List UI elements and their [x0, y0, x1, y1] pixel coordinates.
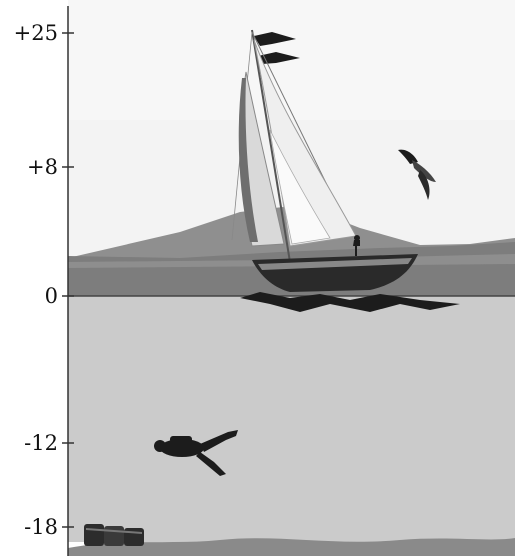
scuba-diver — [154, 430, 238, 476]
tick-label-plus25: +25 — [14, 21, 58, 45]
underwater-area — [68, 296, 515, 542]
tick-label-zero: 0 — [45, 284, 58, 308]
tick-label-plus8: +8 — [27, 155, 58, 179]
diver-leg-upper — [200, 430, 238, 452]
sailboat — [231, 29, 460, 312]
axis-ticks: +25 +8 0 -12 -18 — [14, 21, 74, 539]
seabed — [68, 538, 515, 556]
chest-highlight — [86, 528, 142, 534]
pennant-flag-lower — [258, 52, 300, 64]
diver-head — [154, 440, 166, 452]
chest-2 — [104, 526, 124, 546]
mast — [251, 29, 291, 263]
chest-3 — [124, 528, 144, 546]
sailor — [353, 240, 360, 256]
tick-label-minus18: -18 — [24, 515, 58, 539]
sailor-head — [354, 235, 360, 241]
diver-tank — [170, 436, 192, 443]
foresail — [269, 129, 331, 245]
pennant-flag-upper — [254, 32, 296, 46]
seagull-wing-right — [418, 170, 430, 200]
treasure-chests — [84, 524, 144, 546]
tick-label-minus12: -12 — [24, 431, 58, 455]
diver-leg-lower — [196, 452, 226, 476]
diver-body — [160, 439, 204, 457]
sail-shadow — [238, 78, 258, 242]
seagull-wing-left — [398, 149, 418, 164]
mainsail — [253, 39, 357, 247]
hull-reflection — [240, 292, 460, 312]
seagull-body — [412, 160, 436, 182]
seagull — [398, 149, 436, 200]
sky-haze — [68, 0, 515, 120]
chest-1 — [84, 524, 104, 546]
hull-stripe — [258, 258, 412, 270]
